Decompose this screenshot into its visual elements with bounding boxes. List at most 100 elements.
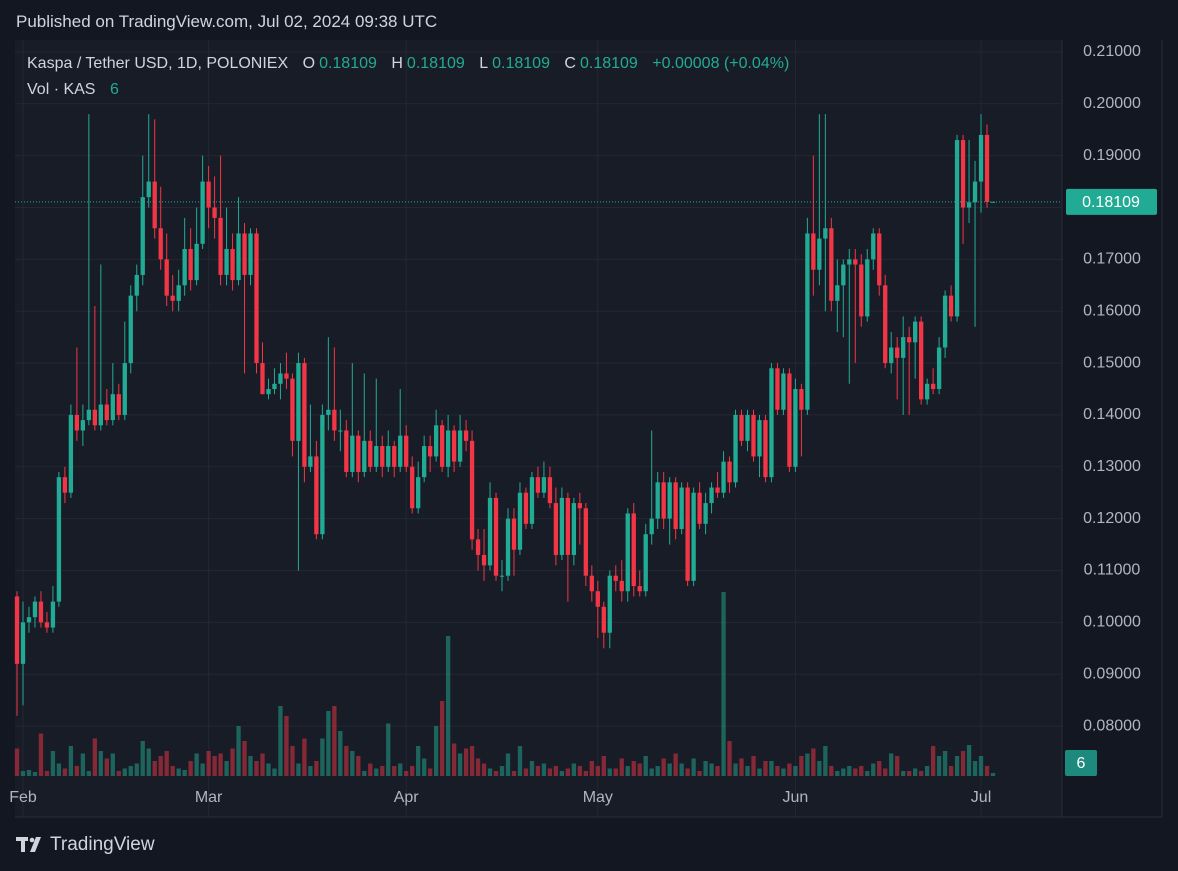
y-tick-label: 0.17000 bbox=[1083, 251, 1141, 268]
candle-body bbox=[110, 394, 115, 421]
candle-body bbox=[889, 347, 894, 364]
volume-bar bbox=[589, 761, 594, 776]
candle-body bbox=[176, 285, 181, 301]
volume-bar bbox=[936, 756, 942, 776]
candle-body bbox=[38, 601, 44, 623]
candle-body bbox=[954, 140, 960, 317]
volume-bar bbox=[751, 756, 756, 776]
volume-tag-label: 6 bbox=[1077, 755, 1086, 772]
ohlc-label: O bbox=[302, 55, 316, 72]
volume-bar bbox=[218, 753, 223, 776]
volume-bar bbox=[74, 766, 80, 776]
candle-body bbox=[20, 622, 26, 664]
volume-bar bbox=[284, 716, 289, 776]
volume-bar bbox=[499, 766, 505, 776]
candle-body bbox=[50, 601, 56, 628]
candle-body bbox=[422, 446, 427, 478]
candle-body bbox=[721, 461, 726, 493]
volume-label: Vol · KAS bbox=[27, 81, 96, 98]
volume-bar bbox=[577, 766, 583, 776]
candle-body bbox=[146, 181, 151, 198]
volume-bar bbox=[859, 766, 864, 776]
volume-bar bbox=[553, 766, 559, 776]
volume-bar bbox=[38, 733, 44, 776]
volume-bar bbox=[709, 763, 714, 776]
volume-bar bbox=[805, 753, 810, 776]
candle-body bbox=[505, 518, 511, 576]
volume-bar bbox=[194, 753, 199, 776]
candle-body bbox=[445, 430, 451, 467]
volume-bar bbox=[314, 761, 319, 776]
candle-body bbox=[936, 347, 942, 389]
candle-body bbox=[392, 446, 397, 467]
volume-bar bbox=[811, 748, 816, 776]
volume-bar bbox=[763, 761, 768, 776]
volume-bar bbox=[164, 751, 169, 776]
volume-bar bbox=[661, 758, 666, 776]
volume-bar bbox=[583, 771, 588, 776]
candle-body bbox=[314, 456, 319, 535]
volume-bar bbox=[278, 706, 283, 776]
volume-bar bbox=[541, 763, 547, 776]
volume-bar bbox=[344, 746, 349, 776]
volume-bar bbox=[871, 763, 876, 776]
volume-bar bbox=[62, 768, 68, 776]
candle-body bbox=[122, 363, 127, 415]
volume-bar bbox=[643, 756, 648, 776]
grid bbox=[15, 40, 1062, 817]
candle-body bbox=[619, 580, 624, 592]
candle-body bbox=[410, 466, 415, 509]
candle-body bbox=[44, 622, 50, 628]
candle-body bbox=[613, 575, 618, 581]
volume-bar bbox=[350, 751, 355, 776]
y-tick-label: 0.15000 bbox=[1083, 354, 1141, 371]
candle-body bbox=[404, 435, 409, 467]
candle-body bbox=[817, 238, 822, 270]
candle-body bbox=[332, 409, 337, 431]
volume-bar bbox=[559, 771, 565, 776]
candle-body bbox=[811, 233, 816, 270]
volume-value: 6 bbox=[109, 81, 119, 98]
candle-body bbox=[829, 228, 834, 301]
candle-body bbox=[92, 409, 97, 426]
candle-body bbox=[26, 617, 32, 623]
candle-body bbox=[254, 233, 259, 364]
volume-bar bbox=[883, 768, 888, 776]
candle-body bbox=[242, 233, 247, 275]
volume-bar bbox=[942, 751, 948, 776]
volume-bar bbox=[637, 763, 642, 776]
volume-bar bbox=[110, 753, 115, 776]
volume-bar bbox=[416, 746, 421, 776]
candle-body bbox=[104, 404, 109, 421]
candle-body bbox=[200, 181, 205, 244]
candle-body bbox=[841, 264, 846, 286]
volume-bar bbox=[80, 753, 86, 776]
volume-bar bbox=[703, 761, 708, 776]
candle-body bbox=[895, 347, 900, 358]
candle-body bbox=[583, 508, 588, 576]
candle-body bbox=[924, 383, 930, 400]
candle-body bbox=[74, 414, 80, 431]
volume-bar bbox=[368, 763, 373, 776]
volume-bar bbox=[392, 766, 397, 776]
volume-bar bbox=[380, 766, 385, 776]
candle-body bbox=[356, 435, 361, 472]
volume-bar bbox=[302, 738, 307, 776]
candle-body bbox=[649, 518, 654, 535]
volume-bar bbox=[50, 751, 56, 776]
candle-body bbox=[475, 539, 481, 555]
volume-bar bbox=[966, 745, 972, 776]
candle-body bbox=[499, 575, 505, 577]
volume-bar bbox=[529, 761, 535, 776]
volume-bar bbox=[655, 766, 660, 776]
candle-body bbox=[691, 492, 696, 581]
volume-bar bbox=[146, 748, 151, 776]
candle-body bbox=[386, 446, 391, 467]
candle-body bbox=[152, 181, 157, 229]
candle-body bbox=[98, 404, 103, 426]
candle-body bbox=[32, 601, 38, 618]
candle-body bbox=[757, 420, 762, 457]
candle-body bbox=[230, 248, 235, 281]
candle-body bbox=[655, 482, 660, 519]
